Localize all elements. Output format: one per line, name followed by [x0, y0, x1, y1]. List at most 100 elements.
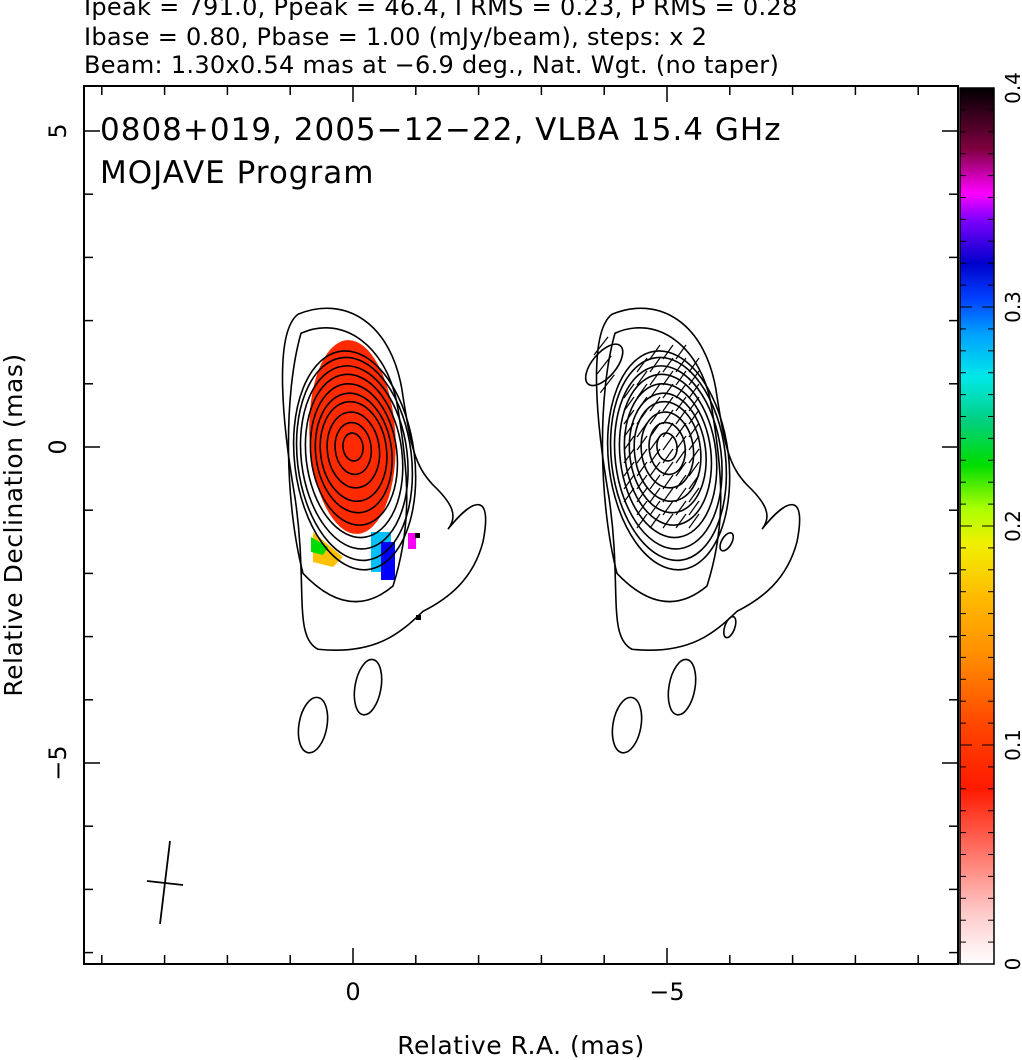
evpa-stick [649, 370, 661, 386]
evpa-stick [662, 448, 674, 464]
right-contour-5 [623, 382, 713, 526]
evpa-stick [623, 422, 635, 438]
evpa-stick [688, 435, 700, 451]
evpa-stick [688, 383, 700, 399]
evpa-stick [662, 409, 674, 425]
right-side-blob [584, 343, 624, 387]
stokes-i-contours [281, 307, 801, 754]
evpa-stick [636, 435, 648, 451]
evpa-stick [688, 396, 700, 412]
evpa-stick [636, 474, 648, 490]
plot-frame [83, 85, 959, 965]
evpa-stick [596, 355, 612, 375]
evpa-stick [649, 461, 661, 477]
evpa-stick [675, 409, 687, 425]
evpa-stick [649, 344, 661, 360]
evpa-stick [675, 344, 687, 360]
evpa-stick [636, 487, 648, 503]
x-axis-label: Relative R.A. (mas) [397, 1031, 644, 1060]
evpa-stick [688, 357, 700, 373]
header-line-1: Ipeak = 791.0, Ppeak = 46.4, I RMS = 0.2… [84, 0, 798, 21]
pol-green-edge [311, 537, 328, 555]
evpa-stick [662, 422, 674, 438]
right-contour-4 [628, 392, 707, 514]
evpa-stick [636, 461, 648, 477]
chart-title: 0808+019, 2005−12−22, VLBA 15.4 GHz [100, 112, 781, 148]
colorbar-label-4: 0.4 [1001, 72, 1022, 104]
left-contour-7 [299, 365, 409, 550]
evpa-stick [623, 383, 635, 399]
right-contour-2 [640, 411, 695, 489]
evpa-stick [662, 474, 674, 490]
evpa-stick [662, 396, 674, 412]
right-small-blob-2 [722, 615, 737, 639]
evpa-stick [675, 487, 687, 503]
evpa-stick [649, 396, 661, 412]
evpa-stick [675, 435, 687, 451]
evpa-stick [636, 370, 648, 386]
right-blob-1 [611, 696, 643, 754]
header-line-3: Beam: 1.30x0.54 mas at −6.9 deg., Nat. W… [84, 51, 780, 79]
right-small-blob [719, 531, 735, 552]
evpa-stick [662, 357, 674, 373]
y-tick-label-1: 0 [44, 439, 72, 454]
y-tick-label-0: 5 [44, 123, 72, 138]
evpa-stick [675, 370, 687, 386]
colorbar-label-3: 0.3 [1001, 291, 1022, 323]
evpa-stick [662, 513, 674, 529]
evpa-stick [636, 357, 648, 373]
evpa-stick [662, 344, 674, 360]
right-contour-8 [609, 356, 728, 562]
pol-black-pixel [415, 533, 420, 538]
evpa-stick [675, 422, 687, 438]
evpa-stick [675, 448, 687, 464]
colorbar-label-2: 0.2 [1001, 510, 1022, 542]
evpa-stick [649, 474, 661, 490]
left-contour-0 [342, 432, 364, 462]
evpa-stick [623, 487, 635, 503]
left-contour-1 [334, 421, 373, 476]
left-blob-1 [297, 696, 329, 754]
header-line-2: Ibase = 0.80, Pbase = 1.00 (mJy/beam), s… [84, 23, 708, 51]
evpa-stick [662, 461, 674, 477]
evpa-stick [636, 422, 648, 438]
pol-magenta-pixel [408, 533, 416, 549]
evpa-stick [675, 461, 687, 477]
x-tick-label-0: 0 [345, 978, 360, 1006]
evpa-stick [662, 383, 674, 399]
right-contour-3 [633, 400, 702, 503]
evpa-stick [636, 383, 648, 399]
evpa-stick [675, 513, 687, 529]
evpa-stick [623, 396, 635, 412]
evpa-stick [688, 500, 700, 516]
colorbar-label-1: 0.1 [1001, 729, 1022, 761]
evpa-stick [688, 370, 700, 386]
left-contour-2 [326, 411, 381, 489]
evpa-stick [649, 357, 661, 373]
evpa-stick [675, 396, 687, 412]
evpa-stick [675, 383, 687, 399]
evpa-stick [662, 500, 674, 516]
evpa-stick [649, 435, 661, 451]
evpa-stick [675, 500, 687, 516]
right-second-contour [601, 327, 722, 603]
evpa-vectors [593, 336, 700, 529]
evpa-stick [662, 370, 674, 386]
left-contour-8 [295, 356, 414, 562]
evpa-stick [623, 448, 635, 464]
evpa-stick [649, 487, 661, 503]
evpa-stick [688, 487, 700, 503]
pol-core-red [309, 340, 396, 534]
axis-ticks [84, 86, 958, 964]
evpa-stick [688, 513, 700, 529]
evpa-stick [623, 409, 635, 425]
right-contour-7 [613, 365, 723, 550]
evpa-stick [623, 435, 635, 451]
evpa-stick [649, 409, 661, 425]
left-second-contour [287, 327, 408, 603]
evpa-stick [675, 474, 687, 490]
evpa-stick [636, 448, 648, 464]
colorbar [959, 87, 995, 965]
evpa-stick [675, 357, 687, 373]
